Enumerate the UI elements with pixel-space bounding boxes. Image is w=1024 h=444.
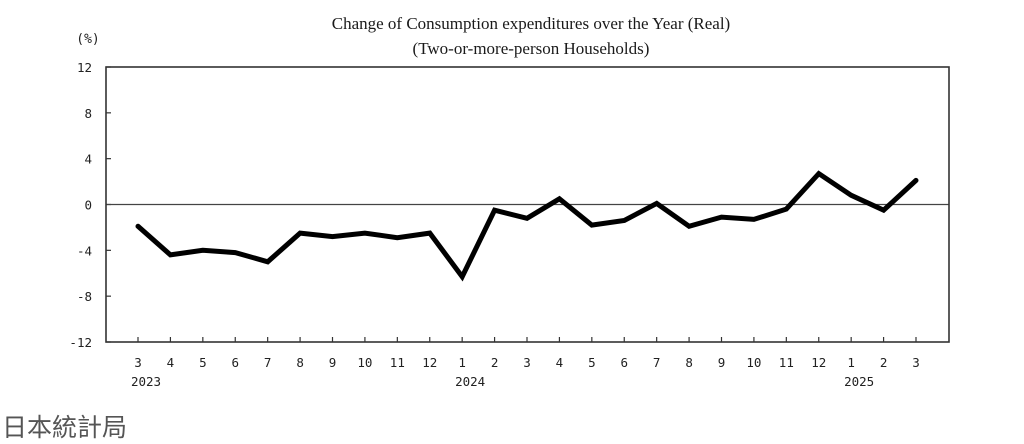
x-tick-label: 12 xyxy=(422,355,437,370)
y-tick-label: 12 xyxy=(77,60,92,75)
y-tick-label: 0 xyxy=(84,198,92,213)
y-tick-label: 4 xyxy=(84,152,92,167)
plot-area-frame xyxy=(105,66,950,343)
x-tick-label: 8 xyxy=(685,355,693,370)
chart-subtitle: (Two-or-more-person Households) xyxy=(413,39,650,58)
x-tick-label: 3 xyxy=(134,355,142,370)
x-tick-label: 9 xyxy=(329,355,337,370)
x-tick-label: 6 xyxy=(620,355,628,370)
series-group xyxy=(135,170,919,282)
x-tick-label: 5 xyxy=(199,355,207,370)
y-tick-label: 8 xyxy=(84,106,92,121)
source-label: 日本統計局 xyxy=(2,413,128,442)
x-tick-label: 6 xyxy=(231,355,239,370)
x-tick-label: 11 xyxy=(779,355,794,370)
x-tick-label: 2 xyxy=(491,355,499,370)
chart-title: Change of Consumption expenditures over … xyxy=(332,14,730,33)
x-year-label: 2025 xyxy=(844,374,874,389)
x-tick-label: 8 xyxy=(296,355,304,370)
y-axis-unit-label: (%) xyxy=(76,32,99,47)
y-tick-label: -4 xyxy=(77,243,92,258)
x-tick-label: 2 xyxy=(880,355,888,370)
x-year-label: 2024 xyxy=(455,374,485,389)
x-tick-label: 10 xyxy=(357,355,372,370)
x-tick-label: 4 xyxy=(167,355,175,370)
x-tick-label: 11 xyxy=(390,355,405,370)
x-tick-label: 7 xyxy=(264,355,272,370)
x-tick-label: 10 xyxy=(746,355,761,370)
line-chart: Change of Consumption expenditures over … xyxy=(69,14,950,389)
x-tick-label: 1 xyxy=(458,355,466,370)
x-year-label: 2023 xyxy=(131,374,161,389)
x-tick-label: 3 xyxy=(523,355,531,370)
x-tick-label: 3 xyxy=(912,355,920,370)
x-tick-label: 4 xyxy=(556,355,564,370)
x-tick-label: 7 xyxy=(653,355,661,370)
x-tick-label: 12 xyxy=(811,355,826,370)
y-tick-label: -12 xyxy=(69,335,92,350)
x-tick-label: 9 xyxy=(718,355,726,370)
y-axis: 12 8 4 0 -4 -8 -12 xyxy=(69,60,111,350)
series-line xyxy=(135,170,919,282)
x-tick-label: 1 xyxy=(847,355,855,370)
y-tick-label: -8 xyxy=(77,289,92,304)
x-tick-label: 5 xyxy=(588,355,596,370)
